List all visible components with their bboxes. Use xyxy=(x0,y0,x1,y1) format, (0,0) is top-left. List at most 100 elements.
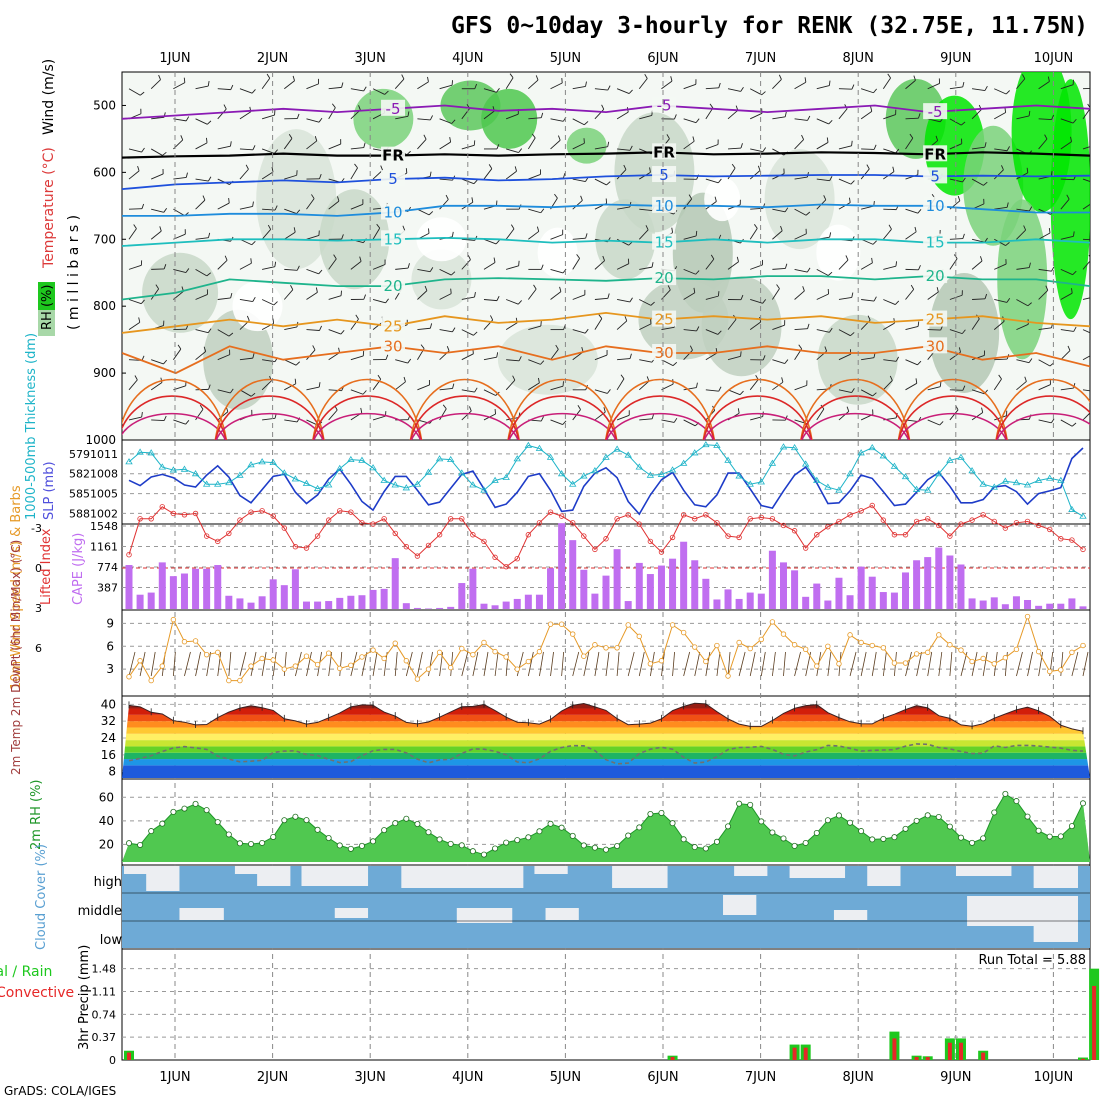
wind10m-barb xyxy=(849,651,857,677)
wind-barb-flag xyxy=(1047,76,1050,82)
wind-barb xyxy=(283,289,294,300)
wind-barb-flag xyxy=(909,133,914,139)
wind-barb xyxy=(239,88,253,94)
rh2m-marker xyxy=(1024,813,1031,820)
wind-barb xyxy=(1016,381,1027,391)
isotherm-label-bg xyxy=(923,233,948,250)
cape-bar xyxy=(302,601,310,609)
cape-bar xyxy=(247,602,255,609)
wind10m-barb xyxy=(405,651,413,677)
cape-bar xyxy=(602,575,610,609)
wind10m-marker xyxy=(425,666,432,672)
wind10m-marker xyxy=(1013,646,1020,653)
wind-barb xyxy=(550,349,559,360)
wind-barb-flag xyxy=(1051,114,1055,120)
wind-barb-flag xyxy=(739,390,744,395)
wind-barb xyxy=(838,353,851,361)
wind-barb-flag xyxy=(784,359,789,364)
thickness-marker xyxy=(646,471,655,478)
rh2m-marker xyxy=(358,842,365,849)
wind10m-marker xyxy=(947,642,953,648)
thickness-marker xyxy=(1012,478,1021,486)
wind-barb xyxy=(905,208,919,214)
lifted-index-marker xyxy=(370,521,376,527)
wind-barb-flag xyxy=(629,353,632,359)
wind-barb-flag xyxy=(252,296,256,302)
wind-barb xyxy=(261,299,275,306)
wind-barb-flag xyxy=(962,385,966,391)
wind-barb-flag xyxy=(781,377,784,383)
wind-barb xyxy=(128,321,141,330)
isotherm-label-bg xyxy=(652,166,677,183)
cape-bar xyxy=(680,541,688,609)
wind-barb-flag xyxy=(252,145,256,151)
wind-barb xyxy=(306,235,320,240)
wind-barb xyxy=(150,230,162,240)
wind-barb-flag xyxy=(449,137,452,143)
wind-barb-flag xyxy=(740,87,744,92)
wind-barb-flag xyxy=(887,73,891,79)
cloud-gap xyxy=(867,866,901,886)
isotherm-label-bg xyxy=(381,337,406,354)
lifted-index-marker xyxy=(337,508,343,514)
isotherm-surface-loop xyxy=(800,378,911,440)
wind-barb xyxy=(1060,84,1074,90)
wind10m-marker xyxy=(536,648,543,655)
wind10m-barb xyxy=(594,651,600,677)
wind10m-marker xyxy=(769,619,776,625)
wind-barb-flag xyxy=(562,268,567,274)
thickness-marker xyxy=(779,443,788,450)
wind10m-barb xyxy=(372,651,378,677)
tick-label-pressure: 900 xyxy=(93,366,116,380)
tick-label-li: 0 xyxy=(35,562,42,575)
wind-barb xyxy=(993,169,1004,180)
wind-barb-flag xyxy=(290,285,294,290)
wind-barb xyxy=(638,78,648,90)
thickness-marker xyxy=(191,470,200,477)
wind-barb xyxy=(417,138,427,150)
wind10m-barb xyxy=(539,651,544,677)
wind-barb-flag xyxy=(1093,197,1094,202)
wind-barb xyxy=(195,409,204,421)
ylabel-rh2m: 2m RH (%) xyxy=(29,779,44,850)
thickness-marker xyxy=(702,440,710,448)
wind10m-barb xyxy=(472,651,479,677)
tick-label-slp: 1011 xyxy=(90,448,118,461)
rh-blob xyxy=(497,324,598,395)
wind-barb xyxy=(1060,235,1074,240)
wind-barb-flag xyxy=(828,80,831,86)
wind-barb-flag xyxy=(936,287,939,293)
wind-barb-flag xyxy=(672,361,678,366)
cape-bar xyxy=(580,569,588,609)
cloud-gap xyxy=(955,866,1012,876)
cape-bar xyxy=(746,592,754,609)
wind10m-barb xyxy=(816,651,822,677)
wind-barb-flag xyxy=(873,88,878,94)
wind-barb xyxy=(860,168,870,180)
thickness-marker xyxy=(225,478,233,486)
precip-convective-bar xyxy=(127,1052,131,1060)
wind-barb xyxy=(217,145,231,150)
thickness-marker xyxy=(724,456,732,463)
wind-barb xyxy=(1082,146,1090,150)
cape-bar xyxy=(591,593,599,609)
wind10m-marker xyxy=(392,640,398,646)
isotherm-surface-loop xyxy=(800,395,910,440)
wind-barb-flag xyxy=(493,257,496,263)
tick-label-li: -3 xyxy=(31,522,42,535)
wind-barb-flag xyxy=(829,232,832,238)
lifted-index-marker xyxy=(503,563,509,570)
wind-barb xyxy=(483,110,495,120)
wind-barb-flag xyxy=(671,227,674,233)
wind-barb-flag xyxy=(918,265,921,271)
wind-barb-flag xyxy=(717,178,722,184)
tick-labels: 5006007008009001000100258810055851008582… xyxy=(31,98,126,1067)
thickness-marker xyxy=(513,455,521,462)
wind-barb xyxy=(883,299,896,305)
wind-barb xyxy=(439,84,453,90)
thickness-marker xyxy=(824,483,832,490)
wind-barb xyxy=(483,299,497,302)
wind-barb-flag xyxy=(666,134,670,139)
thickness-marker xyxy=(324,481,333,488)
wind10m-marker xyxy=(836,661,842,667)
